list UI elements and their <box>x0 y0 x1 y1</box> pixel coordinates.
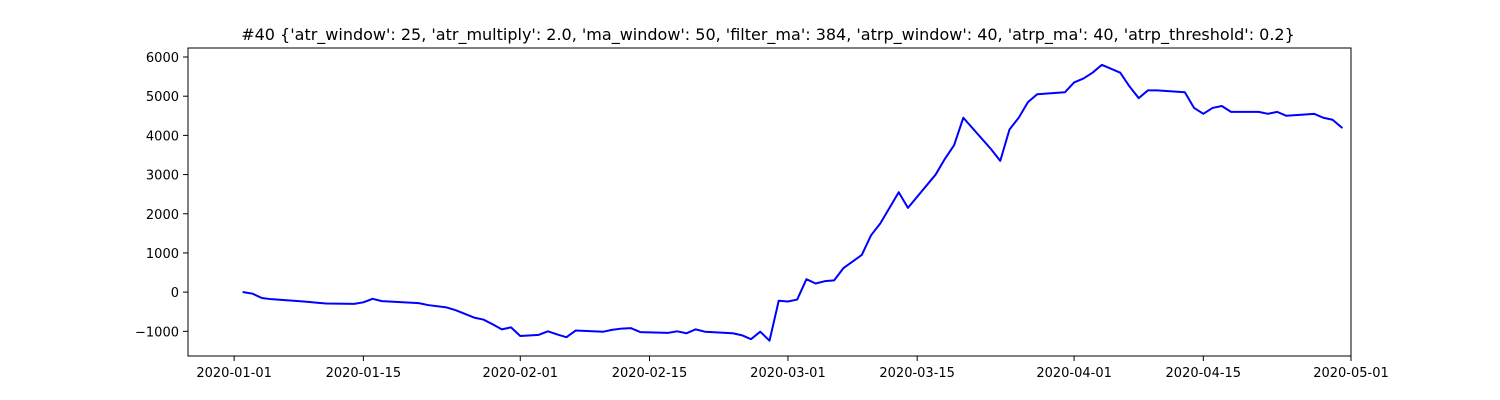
plot-frame <box>187 47 1352 357</box>
chart-title: #40 {'atr_window': 25, 'atr_multiply': 2… <box>241 25 1295 45</box>
y-tick-label: 1000 <box>146 247 179 262</box>
y-axis: −1000 0 1000 2000 3000 4000 5000 6000 <box>135 51 188 340</box>
series-line-0 <box>242 63 1343 342</box>
y-tick-label: 5000 <box>146 90 179 105</box>
x-tick-label: 2020-04-01 <box>1036 366 1112 381</box>
y-tick-label: 4000 <box>146 129 179 144</box>
y-tick-label: −1000 <box>135 325 179 340</box>
x-tick-label: 2020-04-15 <box>1166 366 1242 381</box>
series-layer <box>242 63 1343 342</box>
x-tick-label: 2020-05-01 <box>1313 366 1389 381</box>
x-tick-label: 2020-02-15 <box>612 366 688 381</box>
x-tick-label: 2020-01-01 <box>196 366 272 381</box>
x-axis: 2020-01-01 2020-01-15 2020-02-01 2020-02-15… <box>196 356 1389 381</box>
y-tick-label: 6000 <box>146 51 179 66</box>
x-tick-label: 2020-02-01 <box>483 366 559 381</box>
y-tick-label: 2000 <box>146 208 179 223</box>
y-tick-label: 3000 <box>146 169 179 184</box>
x-tick-label: 2020-03-15 <box>879 366 955 381</box>
x-tick-label: 2020-03-01 <box>750 366 826 381</box>
x-tick-label: 2020-01-15 <box>326 366 402 381</box>
y-tick-label: 0 <box>171 286 179 301</box>
